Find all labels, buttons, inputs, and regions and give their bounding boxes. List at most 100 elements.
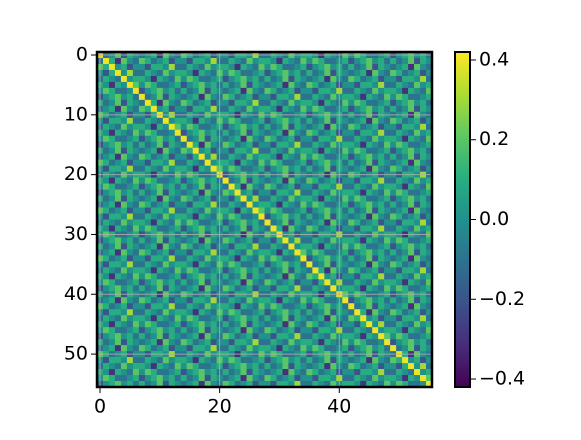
heatmap-cell bbox=[264, 105, 271, 113]
heatmap-cell bbox=[384, 333, 391, 340]
heatmap-cell bbox=[264, 243, 271, 250]
heatmap-cell bbox=[198, 69, 205, 77]
heatmap-cell bbox=[102, 237, 110, 244]
heatmap-cell bbox=[186, 237, 194, 244]
heatmap-cell bbox=[174, 87, 182, 95]
heatmap-cell bbox=[396, 243, 403, 250]
heatmap-cell bbox=[168, 213, 176, 220]
heatmap-cell bbox=[306, 279, 313, 286]
heatmap-cell bbox=[138, 363, 146, 370]
heatmap-cell bbox=[246, 321, 253, 328]
heatmap-cell bbox=[294, 219, 301, 226]
heatmap-cell bbox=[354, 375, 361, 382]
heatmap-cell bbox=[366, 321, 373, 328]
heatmap-cell bbox=[396, 123, 403, 131]
heatmap-cell bbox=[228, 327, 235, 334]
heatmap-cell bbox=[378, 267, 385, 274]
heatmap-cell bbox=[306, 327, 313, 334]
heatmap-cell bbox=[282, 63, 289, 71]
heatmap-cell bbox=[294, 129, 301, 137]
heatmap-cell bbox=[108, 213, 116, 220]
heatmap-cell bbox=[276, 63, 283, 71]
heatmap-cell bbox=[384, 279, 391, 286]
heatmap-cell bbox=[252, 339, 259, 346]
heatmap-cell bbox=[120, 363, 128, 370]
heatmap-cell bbox=[108, 363, 116, 370]
heatmap-cell bbox=[162, 207, 170, 214]
heatmap-cell bbox=[288, 177, 295, 184]
heatmap-cell bbox=[372, 363, 379, 370]
heatmap-cell bbox=[330, 177, 337, 184]
heatmap-cell bbox=[378, 333, 385, 340]
heatmap-cell bbox=[192, 201, 199, 208]
heatmap-cell bbox=[234, 195, 241, 202]
heatmap-cell bbox=[180, 195, 188, 202]
heatmap-cell bbox=[108, 135, 116, 143]
heatmap-cell bbox=[198, 117, 205, 125]
heatmap-cell bbox=[330, 345, 337, 352]
heatmap-cell bbox=[426, 87, 433, 95]
heatmap-cell bbox=[312, 381, 319, 388]
heatmap-cell bbox=[414, 285, 421, 292]
heatmap-cell bbox=[204, 321, 211, 328]
heatmap-cell bbox=[396, 279, 403, 286]
heatmap-cell bbox=[258, 237, 265, 244]
heatmap-cell bbox=[162, 285, 170, 292]
heatmap-cell bbox=[288, 123, 295, 131]
heatmap-cell bbox=[222, 165, 229, 172]
heatmap-cell bbox=[228, 87, 235, 95]
heatmap-cell bbox=[114, 63, 122, 71]
heatmap-cell bbox=[192, 381, 199, 388]
heatmap-cell bbox=[378, 243, 385, 250]
heatmap-cell bbox=[378, 189, 385, 196]
heatmap-cell bbox=[186, 267, 194, 274]
heatmap-cell bbox=[270, 135, 277, 143]
heatmap-cell bbox=[330, 201, 337, 208]
heatmap-cell bbox=[282, 267, 289, 274]
heatmap-cell bbox=[144, 315, 152, 322]
heatmap-cell bbox=[204, 195, 211, 202]
heatmap-cell bbox=[210, 219, 217, 226]
heatmap-cell bbox=[384, 189, 391, 196]
heatmap-cell bbox=[276, 99, 283, 107]
heatmap-cell bbox=[390, 297, 397, 304]
heatmap-cell bbox=[390, 93, 397, 101]
heatmap-cell bbox=[162, 159, 170, 166]
heatmap-cell bbox=[246, 309, 253, 316]
heatmap-cell bbox=[258, 81, 265, 89]
heatmap-cell bbox=[342, 363, 349, 370]
heatmap-cell bbox=[204, 177, 211, 184]
heatmap-cell bbox=[108, 237, 116, 244]
heatmap-cell bbox=[174, 375, 182, 382]
heatmap-cell bbox=[384, 141, 391, 149]
heatmap-cell bbox=[210, 81, 217, 89]
heatmap-cell bbox=[138, 267, 146, 274]
heatmap-cell bbox=[408, 153, 415, 160]
heatmap-cell bbox=[210, 243, 217, 250]
heatmap-cell bbox=[252, 363, 259, 370]
heatmap-cell bbox=[306, 285, 313, 292]
heatmap-cell bbox=[348, 135, 355, 143]
heatmap-cell bbox=[348, 177, 355, 184]
heatmap-cell bbox=[318, 87, 325, 95]
heatmap-cell bbox=[180, 99, 188, 107]
heatmap-cell bbox=[186, 177, 194, 184]
heatmap-cell bbox=[414, 99, 421, 107]
heatmap-cell bbox=[174, 195, 182, 202]
heatmap-cell bbox=[264, 267, 271, 274]
heatmap-cell bbox=[174, 117, 182, 125]
heatmap-cell bbox=[150, 273, 158, 280]
heatmap-cell bbox=[312, 345, 319, 352]
heatmap-cell bbox=[108, 327, 116, 334]
heatmap-cell bbox=[234, 159, 241, 166]
heatmap-cell bbox=[204, 309, 211, 316]
heatmap-cell bbox=[312, 333, 319, 340]
heatmap-cell bbox=[426, 345, 433, 352]
heatmap-cell bbox=[378, 135, 385, 143]
heatmap-cell bbox=[354, 339, 361, 346]
heatmap-cell bbox=[414, 189, 421, 196]
heatmap-cell bbox=[180, 303, 188, 310]
heatmap-cell bbox=[174, 57, 182, 65]
heatmap-cell bbox=[120, 69, 128, 77]
heatmap-cell bbox=[126, 363, 134, 370]
